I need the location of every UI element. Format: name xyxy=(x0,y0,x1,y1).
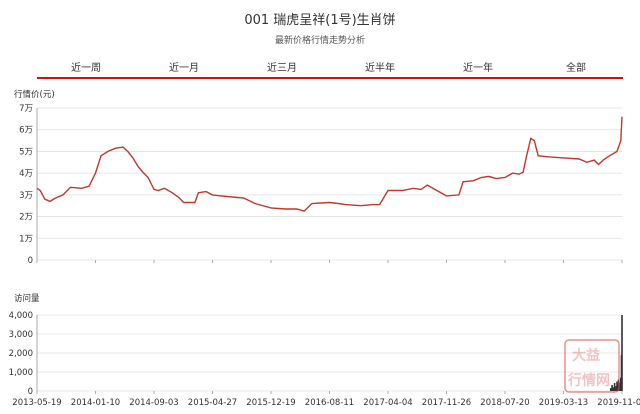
price-y-tick: 0 xyxy=(28,256,33,266)
price-y-tick: 7万 xyxy=(19,104,33,114)
visit-grid xyxy=(37,314,622,392)
price-grid xyxy=(37,107,622,261)
tab-month[interactable]: 近一月 xyxy=(169,63,199,74)
x-tick-label: 2017-11-26 xyxy=(422,398,471,408)
price-y-tick: 6万 xyxy=(19,126,33,136)
price-y-tick: 2万 xyxy=(19,213,33,223)
chart-subtitle: 最新价格行情走势分析 xyxy=(274,36,365,46)
visit-bar xyxy=(612,387,615,391)
price-y-label: 行情价(元) xyxy=(14,89,55,100)
visit-y-tick: 0 xyxy=(28,387,33,397)
visit-bar xyxy=(611,384,613,391)
x-tick-label: 2017-04-04 xyxy=(363,398,412,408)
x-tick-label: 2015-04-27 xyxy=(188,398,237,408)
price-y-tick: 4万 xyxy=(19,169,33,179)
tab-year[interactable]: 近一年 xyxy=(463,63,493,74)
visit-y-tick: 3,000 xyxy=(9,330,33,340)
watermark-logo: 大益 行情网 xyxy=(564,339,620,393)
x-tick-label: 2013-05-19 xyxy=(12,398,61,408)
tab-half-year[interactable]: 近半年 xyxy=(365,63,395,74)
visit-y-tick: 2,000 xyxy=(9,349,33,359)
range-tabs: 近一周 近一月 近三月 近半年 近一年 全部 xyxy=(37,55,623,79)
visit-bar xyxy=(615,386,617,391)
watermark-top: 大益 xyxy=(572,347,600,364)
tab-all[interactable]: 全部 xyxy=(566,63,586,74)
price-y-tick: 1万 xyxy=(19,234,33,244)
tab-three-months[interactable]: 近三月 xyxy=(267,63,297,74)
x-tick-label: 2019-03-13 xyxy=(539,398,588,408)
x-tick-label: 2018-07-20 xyxy=(480,398,529,408)
x-tick-label: 2015-12-19 xyxy=(246,398,295,408)
x-tick-label: 2014-01-10 xyxy=(71,398,120,408)
chart-title: 001 瑞虎呈祥(1号)生肖饼 xyxy=(244,13,396,28)
visit-y-label: 访问量 xyxy=(14,293,40,304)
visit-y-ticks: 0 1,000 2,000 3,000 4,000 xyxy=(9,311,33,397)
visit-bar xyxy=(613,383,616,391)
watermark-bottom: 行情网 xyxy=(567,372,610,389)
x-tick-label: 2019-11-04 xyxy=(597,398,640,408)
price-y-tick: 5万 xyxy=(19,147,33,157)
visit-y-tick: 4,000 xyxy=(9,311,33,321)
price-line xyxy=(36,116,623,212)
price-y-tick: 3万 xyxy=(19,191,33,201)
visit-bar xyxy=(610,388,612,391)
visit-y-tick: 1,000 xyxy=(9,368,33,378)
x-tick-label: 2014-09-03 xyxy=(129,398,178,408)
price-y-ticks: 0 1万 2万 3万 4万 5万 6万 7万 xyxy=(19,104,33,266)
x-ticks: 2013-05-19 2014-01-10 2014-09-03 2015-04-27… xyxy=(12,260,640,408)
x-tick-label: 2016-08-11 xyxy=(305,398,354,408)
visit-bar xyxy=(621,315,623,391)
tab-week[interactable]: 近一周 xyxy=(71,63,101,74)
